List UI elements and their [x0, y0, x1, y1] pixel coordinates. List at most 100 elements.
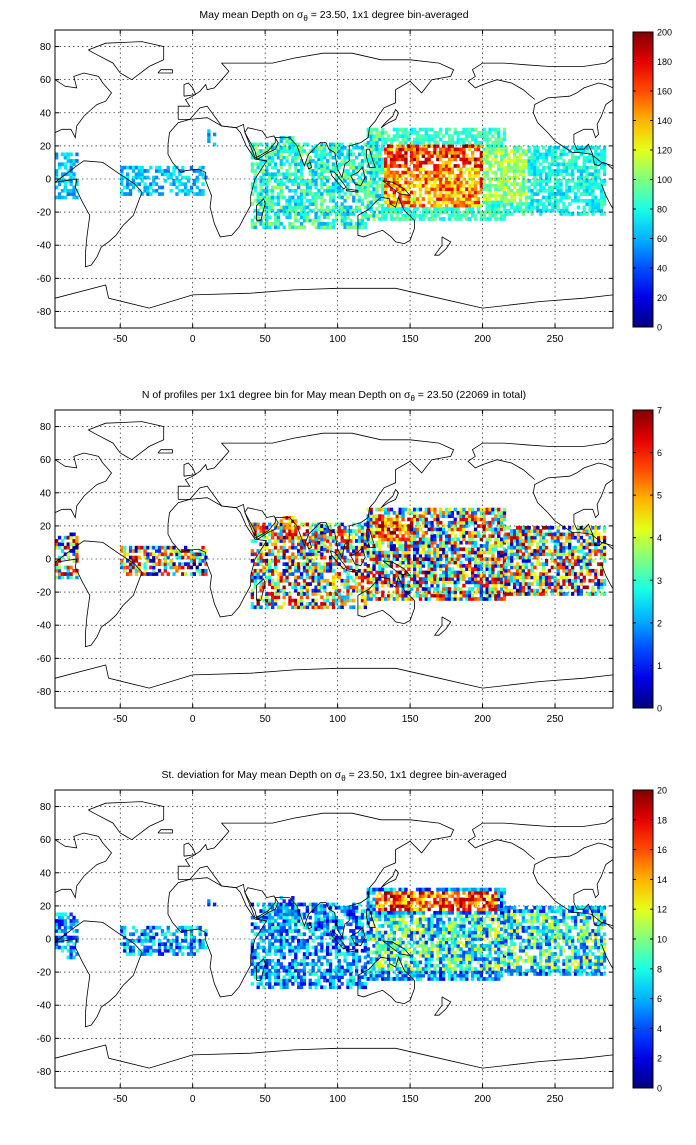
heatmap-cell	[326, 599, 329, 603]
heatmap-cell	[451, 521, 454, 525]
heatmap-cell	[568, 162, 571, 166]
heatmap-cell	[471, 201, 474, 205]
heatmap-cell	[471, 158, 474, 162]
heatmap-cell	[442, 574, 445, 578]
heatmap-cell	[268, 579, 271, 583]
heatmap-cell	[548, 569, 551, 573]
heatmap-cell	[465, 564, 468, 568]
heatmap-cell	[187, 189, 190, 193]
heatmap-cell	[442, 197, 445, 201]
heatmap-cell	[265, 222, 268, 226]
heatmap-cell	[396, 128, 399, 132]
heatmap-cell	[459, 148, 462, 152]
heatmap-cell	[338, 166, 341, 170]
heatmap-cell	[539, 179, 542, 183]
heatmap-cell	[384, 194, 387, 198]
heatmap-cell	[474, 518, 477, 522]
heatmap-cell	[471, 547, 474, 551]
heatmap-cell	[381, 554, 384, 558]
heatmap-cell	[430, 534, 433, 538]
heatmap-cell	[488, 597, 491, 601]
heatmap-cell	[329, 199, 332, 203]
heatmap-cell	[422, 587, 425, 591]
heatmap-cell	[297, 582, 300, 586]
heatmap-cell	[474, 541, 477, 545]
heatmap-cell	[471, 154, 474, 158]
heatmap-cell	[312, 542, 315, 546]
heatmap-cell	[396, 131, 399, 135]
heatmap-cell	[306, 566, 309, 570]
heatmap-cell	[167, 562, 170, 566]
heatmap-cell	[442, 554, 445, 558]
heatmap-cell	[390, 531, 393, 535]
heatmap-cell	[448, 508, 451, 512]
heatmap-cell	[303, 219, 306, 223]
heatmap-cell	[428, 574, 431, 578]
heatmap-cell	[375, 521, 378, 525]
heatmap-cell	[422, 561, 425, 565]
heatmap-cell	[384, 508, 387, 512]
heatmap-cell	[370, 594, 373, 598]
heatmap-cell	[507, 199, 510, 203]
heatmap-cell	[326, 595, 329, 599]
heatmap-cell	[525, 196, 528, 200]
heatmap-cell	[597, 182, 600, 186]
heatmap-cell	[474, 174, 477, 178]
heatmap-cell	[352, 225, 355, 229]
heatmap-cell	[491, 194, 494, 198]
heatmap-cell	[164, 179, 167, 183]
heatmap-cell	[387, 148, 390, 152]
heatmap-cell	[323, 547, 326, 551]
heatmap-cell	[459, 541, 462, 545]
heatmap-cell	[343, 579, 346, 583]
heatmap-cell	[491, 141, 494, 145]
heatmap-cell	[323, 156, 326, 160]
heatmap-cell	[381, 158, 384, 162]
heatmap-cell	[291, 516, 294, 520]
heatmap-cell	[320, 569, 323, 573]
heatmap-cell	[594, 572, 597, 576]
heatmap-cell	[533, 539, 536, 543]
heatmap-cell	[401, 547, 404, 551]
heatmap-cell	[591, 199, 594, 203]
heatmap-cell	[522, 569, 525, 573]
heatmap-cell	[525, 546, 528, 550]
heatmap-cell	[58, 569, 61, 573]
heatmap-cell	[309, 526, 312, 530]
heatmap-cell	[300, 192, 303, 196]
heatmap-cell	[559, 562, 562, 566]
heatmap-cell	[375, 141, 378, 145]
heatmap-cell	[251, 605, 254, 609]
heatmap-cell	[396, 207, 399, 211]
heatmap-cell	[491, 521, 494, 525]
heatmap-cell	[583, 166, 586, 170]
heatmap-cell	[393, 138, 396, 142]
heatmap-cell	[454, 184, 457, 188]
heatmap-cell	[430, 544, 433, 548]
heatmap-cell	[123, 166, 126, 170]
heatmap-cell	[516, 529, 519, 533]
heatmap-cell	[384, 597, 387, 601]
heatmap-cell	[413, 214, 416, 218]
heatmap-cell	[471, 151, 474, 155]
heatmap-cell	[390, 571, 393, 575]
heatmap-cell	[474, 184, 477, 188]
heatmap-cell	[454, 174, 457, 178]
heatmap-cell	[494, 148, 497, 152]
heatmap-cell	[533, 199, 536, 203]
heatmap-cell	[280, 189, 283, 193]
heatmap-cell	[257, 166, 260, 170]
heatmap-cell	[396, 597, 399, 601]
heatmap-cell	[497, 151, 500, 155]
heatmap-cell	[519, 146, 522, 150]
heatmap-cell	[178, 566, 181, 570]
heatmap-cell	[416, 514, 419, 518]
heatmap-cell	[425, 551, 428, 555]
heatmap-cell	[271, 192, 274, 196]
heatmap-cell	[285, 576, 288, 580]
heatmap-cell	[288, 533, 291, 537]
heatmap-cell	[393, 134, 396, 138]
heatmap-cell	[381, 217, 384, 221]
heatmap-cell	[349, 566, 352, 570]
heatmap-cell	[393, 574, 396, 578]
